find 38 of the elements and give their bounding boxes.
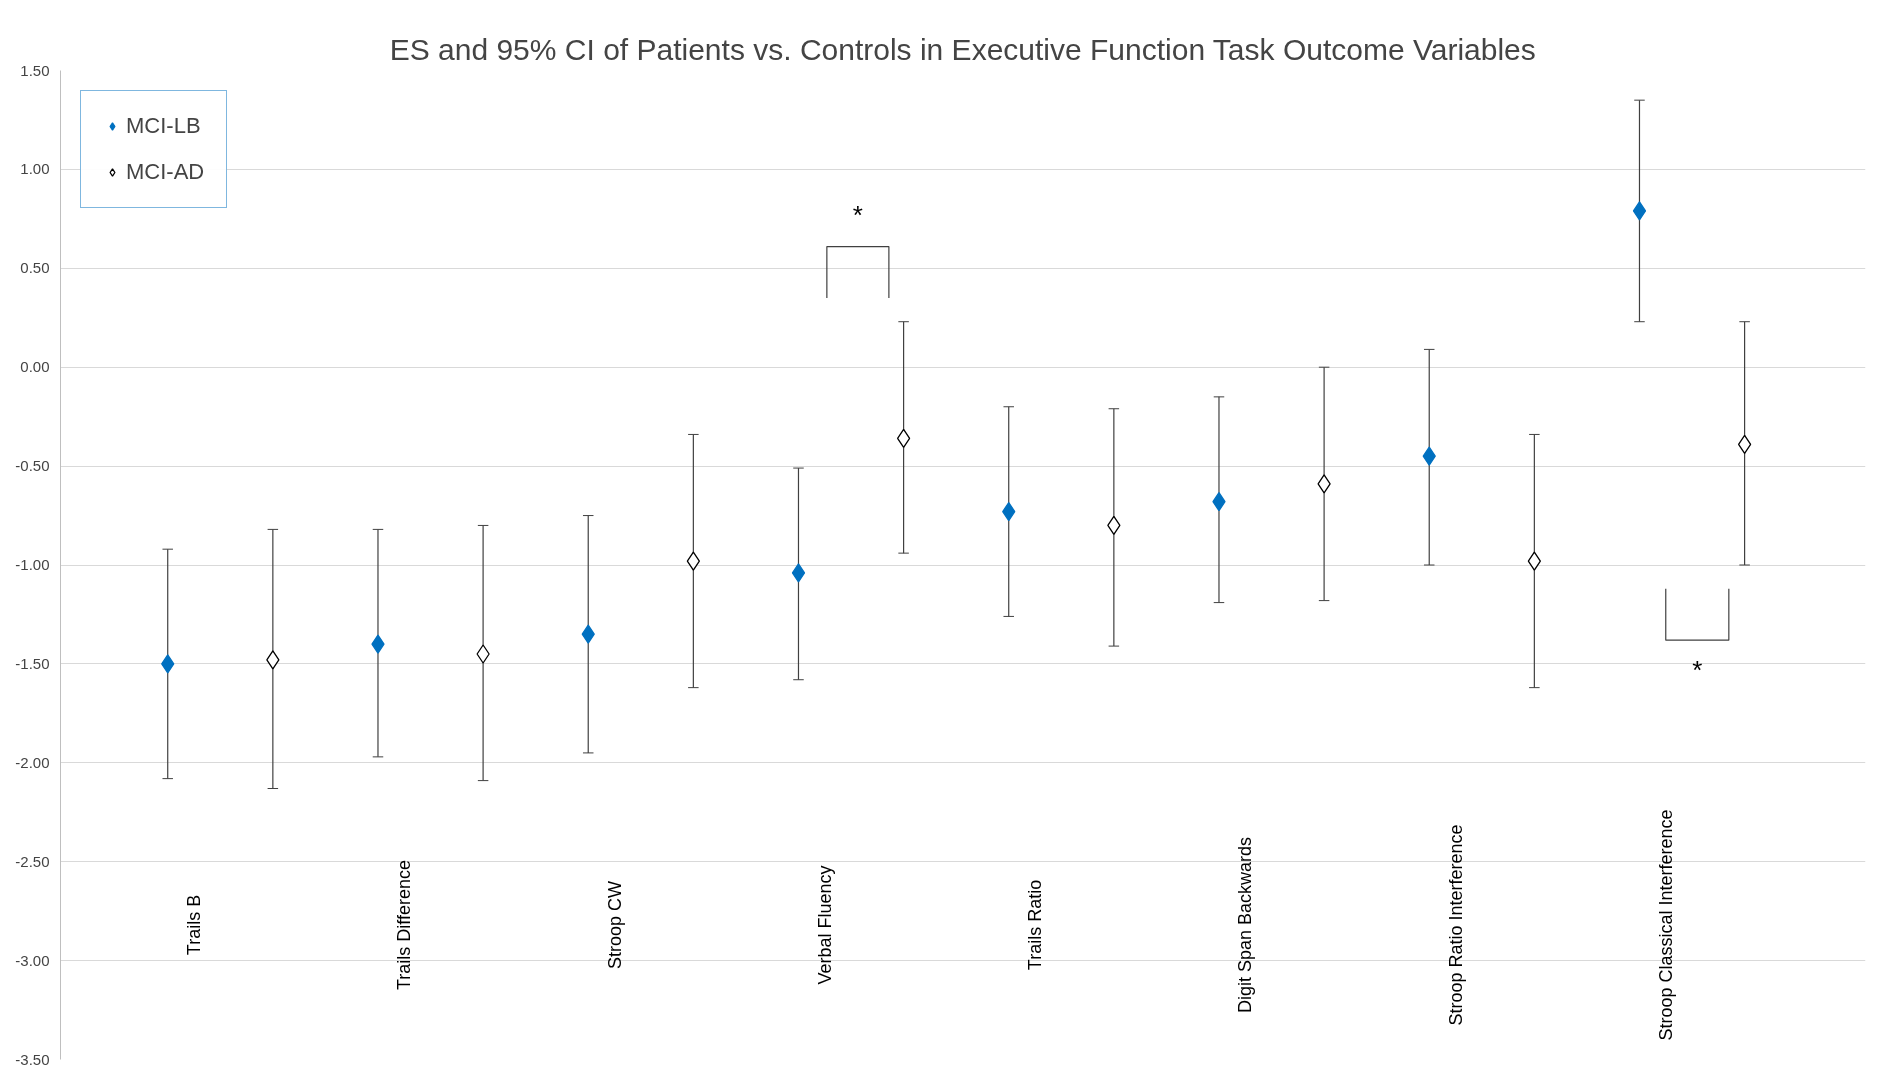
y-tick-label: 1.50 [20, 61, 50, 79]
y-tick-label: 0.50 [20, 259, 50, 277]
y-tick-label: -2.00 [15, 753, 50, 771]
point [791, 563, 806, 583]
point [1527, 551, 1542, 571]
x-tick-label: Stroop Ratio Interference [1445, 824, 1466, 1026]
x-tick-label: Stroop CW [604, 880, 625, 970]
annotation: * [1692, 654, 1703, 685]
annotation: * [852, 199, 863, 230]
y-tick-label: -1.50 [15, 654, 50, 672]
y-tick-label: -3.50 [15, 1050, 50, 1067]
legend-label: MCI-AD [126, 159, 205, 185]
point [266, 650, 280, 670]
x-tick-label: Trails Difference [394, 859, 415, 991]
point [1737, 434, 1752, 454]
y-tick-label: -1.00 [15, 556, 50, 573]
point [1632, 201, 1647, 221]
point [161, 654, 175, 674]
x-tick-label: Verbal Fluency [814, 865, 835, 985]
point [476, 644, 490, 664]
point [896, 428, 911, 449]
x-tick-label: Trails Ratio [1025, 879, 1046, 971]
x-tick-label: Stroop Classical Interference [1655, 809, 1676, 1041]
y-tick-label: -2.50 [15, 852, 50, 870]
y-tick-label: -0.50 [15, 457, 50, 475]
point [686, 551, 700, 571]
x-tick-label: Trails B [184, 894, 205, 956]
y-tick-label: -3.00 [15, 951, 50, 969]
chart-title: ES and 95% CI of Patients vs. Controls in Executive Function Task Outcome Variables [389, 32, 1536, 66]
y-tick-label: 0.00 [20, 358, 50, 376]
point [581, 624, 595, 644]
point [1212, 492, 1226, 512]
x-tick-label: Digit Span Backwards [1235, 836, 1256, 1014]
point [371, 634, 385, 654]
legend-label: MCI-LB [126, 113, 201, 139]
point [1317, 474, 1331, 494]
point [1422, 446, 1436, 466]
y-tick-label: 1.00 [20, 160, 50, 178]
